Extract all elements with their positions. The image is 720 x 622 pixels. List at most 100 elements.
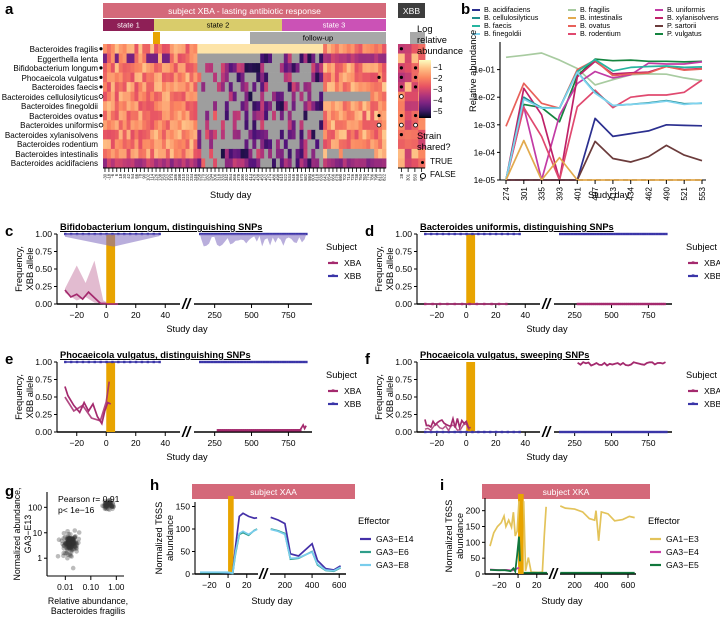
svg-text:1.00: 1.00 [395, 357, 412, 367]
panel-a-xlabel: Study day [210, 190, 252, 200]
svg-text:XBB allele: XBB allele [25, 248, 35, 291]
svg-text:0.50: 0.50 [35, 264, 52, 274]
svg-text:162: 162 [165, 173, 170, 181]
svg-text:400: 400 [594, 580, 609, 590]
row-label: Bacteroides xylanisolvens [4, 130, 98, 140]
svg-text://: // [541, 296, 552, 313]
svg-text:150: 150 [161, 173, 166, 181]
row-label: Eggerthella lenta [37, 54, 98, 64]
svg-text:−20: −20 [429, 310, 444, 320]
svg-text:-30: -30 [102, 173, 107, 180]
svg-text:200: 200 [466, 506, 481, 516]
svg-text:28: 28 [399, 173, 404, 178]
panel-b-legend-swatch [472, 16, 480, 19]
svg-text:Relative abundance,: Relative abundance, [48, 596, 128, 606]
svg-text:0.00: 0.00 [35, 427, 52, 437]
svg-text:20: 20 [491, 438, 501, 448]
panel-b-legend-swatch [568, 16, 576, 19]
row-label: Bacteroides ovatus [29, 111, 98, 121]
subject-header-band: subject XBA - lasting antibiotic respons… [103, 3, 386, 18]
svg-text:Effector: Effector [358, 516, 390, 526]
panel-d-label: d [365, 223, 375, 240]
svg-text:1.00: 1.00 [35, 229, 52, 239]
panel-g: g 100 10 1 0.01 0.10 1.00 Pearson r= 0.91 p< 1e… [0, 470, 140, 622]
panel-b: b B. acidifaciens B. cellulosilyticus B. f… [458, 0, 720, 205]
svg-text:642: 642 [322, 173, 327, 181]
svg-text:582: 582 [303, 173, 308, 181]
svg-text:10: 10 [33, 528, 43, 538]
svg-text:774: 774 [366, 173, 371, 181]
svg-text:0.75: 0.75 [395, 247, 412, 257]
svg-text:0.50: 0.50 [395, 392, 412, 402]
svg-text:738: 738 [354, 173, 359, 181]
svg-text:750: 750 [281, 310, 296, 320]
colorbar-gradient [419, 60, 431, 118]
svg-text:Frequency,: Frequency, [374, 374, 384, 420]
svg-text:250: 250 [567, 438, 582, 448]
svg-text://: // [548, 566, 559, 583]
strain-true-label: TRUE [430, 156, 453, 166]
panel-d-title: Bacteroides uniformis, distinguishing SN… [420, 222, 614, 232]
svg-text:558: 558 [295, 173, 300, 181]
panel-b-legend: B. acidifaciens B. cellulosilyticus B. fae… [458, 0, 720, 38]
svg-text:54: 54 [130, 173, 135, 178]
svg-text:Normalized T6SS: Normalized T6SS [444, 500, 454, 573]
svg-text:XBA: XBA [704, 258, 720, 268]
svg-text:402: 402 [244, 173, 249, 181]
svg-text:270: 270 [201, 173, 206, 181]
svg-text:570: 570 [299, 173, 304, 181]
svg-text:XBB: XBB [344, 271, 361, 281]
panel-b-legend-label: B. ovatus [580, 21, 610, 30]
svg-text:20: 20 [532, 580, 542, 590]
svg-text:138: 138 [157, 173, 162, 181]
panel-b-legend-swatch [472, 8, 480, 11]
panel-b-chart: 1e-01 1e-02 1e-03 1e-04 1e-05 274 301 335 393 401… [474, 42, 707, 201]
svg-text:354: 354 [228, 173, 233, 181]
svg-text:Pearson r= 0.91: Pearson r= 0.91 [58, 494, 120, 504]
svg-text:750: 750 [358, 173, 363, 181]
svg-text:246: 246 [193, 173, 198, 181]
svg-text:0: 0 [104, 310, 109, 320]
svg-text:20: 20 [131, 310, 141, 320]
panel-b-xlabel: Study day [588, 190, 630, 200]
panel-b-legend-label: P. vulgatus [667, 29, 702, 38]
svg-text:GA1−E3: GA1−E3 [666, 534, 699, 544]
heatmap-canvas: -30-18-661830425466789010211412613815016… [98, 44, 426, 181]
svg-text:0: 0 [464, 438, 469, 448]
row-label: Phocaeicola vulgatus [21, 73, 99, 83]
svg-text:274: 274 [502, 187, 511, 201]
svg-text:−20: −20 [69, 310, 84, 320]
svg-text:462: 462 [645, 187, 654, 201]
panel-f-title: Phocaeicola vulgatus, sweeping SNPs [420, 350, 590, 360]
svg-text:Study day: Study day [526, 452, 568, 462]
svg-text:234: 234 [189, 173, 194, 181]
svg-text:500: 500 [244, 310, 259, 320]
row-label: Bacteroides intestinalis [15, 149, 98, 159]
svg-text:726: 726 [350, 173, 355, 181]
svg-text:6: 6 [114, 173, 119, 176]
svg-text:318: 318 [216, 173, 221, 181]
panel-a-label: a [5, 1, 14, 18]
panel-b-legend-swatch [568, 24, 576, 27]
svg-text:762: 762 [362, 173, 367, 181]
panel-h: h subject XAA // 150 100 50 0 −20 0 20 200 400 600… [140, 470, 430, 622]
svg-text:534: 534 [287, 173, 292, 181]
svg-text:0: 0 [475, 569, 480, 579]
panel-b-legend-label: B. xylanisolvens [667, 13, 719, 22]
panel-b-legend-swatch [655, 24, 663, 27]
svg-text:100: 100 [176, 524, 191, 534]
svg-text:40: 40 [520, 438, 530, 448]
svg-text:Study day: Study day [166, 324, 208, 334]
panel-h-subject-band: subject XAA [192, 484, 355, 499]
svg-text:490: 490 [662, 187, 671, 201]
panel-e-title: Phocaeicola vulgatus, distinguishing SNP… [60, 350, 251, 360]
svg-text:Study day: Study day [541, 596, 583, 606]
svg-text:654: 654 [326, 173, 331, 181]
panel-b-ylabel: Relative abundance [468, 29, 478, 112]
svg-text:XBB: XBB [344, 399, 361, 409]
svg-text:0.50: 0.50 [35, 392, 52, 402]
svg-text:GA3−E6: GA3−E6 [376, 547, 409, 557]
panel-b-legend-swatch [568, 32, 576, 35]
xbb-label-text: XBB [402, 5, 421, 16]
panel-b-legend-swatch [472, 32, 480, 35]
